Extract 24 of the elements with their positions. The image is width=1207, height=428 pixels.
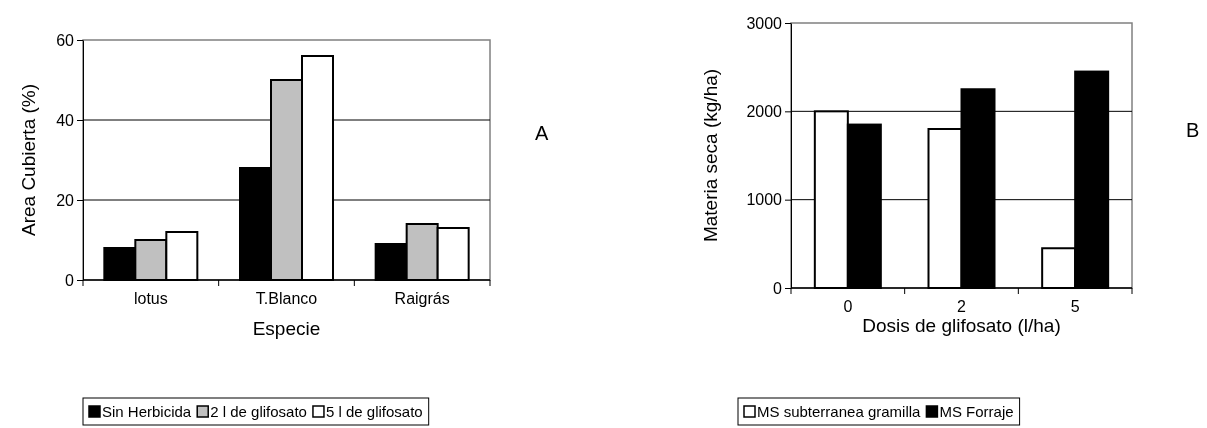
legend-label: MS subterranea gramilla: [757, 403, 922, 420]
x-tick-label: 5: [1070, 298, 1080, 315]
x-tick-label: lotus: [133, 290, 168, 307]
x-tick-label: T.Blanco: [255, 290, 318, 307]
x-tick-label: 2: [957, 298, 967, 315]
legend-label: MS Forraje: [939, 403, 1014, 420]
y-tick-label: 20: [56, 191, 75, 209]
y-tick-label: 2000: [746, 102, 783, 120]
legend-label: 2 l de glifosato: [210, 403, 307, 420]
legend-label: 5 l de glifosato: [325, 403, 423, 420]
y-tick-label: 0: [65, 271, 75, 289]
y-axis-title: Area Cubierta (%): [17, 83, 39, 237]
x-axis-title: Dosis de glifosato (l/ha): [862, 315, 1061, 336]
legend-label: Sin Herbicida: [102, 403, 192, 420]
y-tick-label: 60: [56, 31, 75, 49]
text: B: [1186, 119, 1200, 141]
x-tick-label: Raigrás: [394, 290, 450, 307]
y-tick-label: 1000: [746, 191, 783, 209]
y-axis-title: Materia seca (kg/ha): [699, 68, 721, 243]
x-axis-title: Especie: [252, 318, 321, 339]
text: A: [535, 122, 549, 144]
x-tick-label: 0: [843, 298, 853, 315]
y-tick-label: 3000: [746, 14, 783, 32]
y-tick-label: 40: [56, 111, 75, 129]
